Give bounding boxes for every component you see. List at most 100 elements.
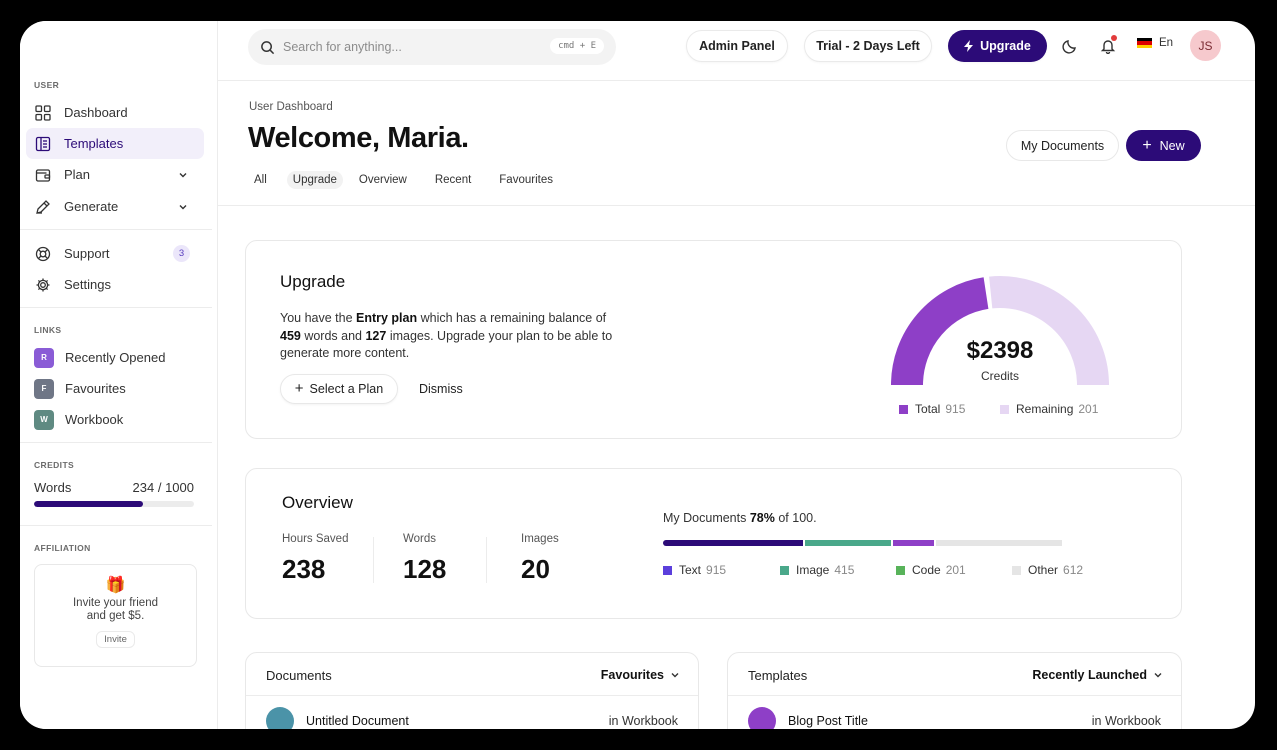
legend-other: Other 612	[1012, 563, 1083, 577]
overview-title: Overview	[282, 493, 353, 512]
credits-value: 234 / 1000	[132, 480, 194, 495]
app-window: USER Dashboard Templates Plan	[20, 21, 1255, 729]
credits-gauge	[891, 276, 1109, 386]
moon-icon[interactable]	[1060, 36, 1080, 56]
chevron-down-icon	[1153, 670, 1163, 680]
templates-card: Templates Recently Launched Blog Post Ti…	[727, 652, 1182, 729]
upgrade-button[interactable]: Upgrade	[948, 30, 1047, 62]
templates-title: Templates	[748, 668, 808, 683]
german-flag-icon	[1137, 38, 1152, 48]
template-title: Blog Post Title	[788, 714, 868, 728]
avatar[interactable]: JS	[1190, 30, 1221, 61]
new-button[interactable]: + New	[1126, 130, 1201, 161]
dismiss-button[interactable]: Dismiss	[419, 382, 463, 396]
templates-filter-dropdown[interactable]: Recently Launched	[1032, 668, 1163, 682]
grid-icon	[34, 104, 52, 122]
link-avatar: W	[34, 409, 54, 430]
sidebar-divider	[20, 307, 212, 308]
stat-words: Words 128	[403, 533, 447, 584]
sidebar-item-plan[interactable]: Plan	[26, 159, 204, 190]
tab-all[interactable]: All	[254, 174, 267, 186]
sidebar-divider	[20, 525, 212, 526]
search-placeholder: Search for anything...	[283, 40, 402, 54]
breadcrumb[interactable]: User Dashboard	[249, 101, 333, 113]
sidebar-item-label: Generate	[64, 199, 119, 214]
sidebar-item-settings[interactable]: Settings	[26, 269, 204, 300]
documents-title: Documents	[266, 668, 332, 683]
tab-overview[interactable]: Overview	[358, 174, 407, 186]
link-recently-opened[interactable]: R Recently Opened	[26, 342, 204, 373]
document-location: in Workbook	[608, 714, 678, 728]
gift-icon: 🎁	[105, 577, 126, 594]
invite-button[interactable]: Invite	[96, 631, 135, 648]
my-documents-button[interactable]: My Documents	[1006, 130, 1119, 161]
notification-dot	[1111, 35, 1117, 41]
document-title: Untitled Document	[306, 714, 409, 728]
tab-recent[interactable]: Recent	[434, 174, 472, 186]
usage-segment-code	[892, 540, 934, 546]
sidebar-item-dashboard[interactable]: Dashboard	[26, 97, 204, 128]
list-item[interactable]: Blog Post Title in Workbook	[748, 707, 1161, 729]
link-avatar: F	[34, 378, 54, 399]
stat-divider	[486, 537, 487, 583]
credits-label: Words	[34, 480, 72, 495]
link-avatar: R	[34, 347, 54, 368]
gauge-label: Credits	[980, 369, 1019, 383]
sidebar-item-templates[interactable]: Templates	[26, 128, 204, 159]
sidebar-divider	[20, 442, 212, 443]
sidebar-item-label: Plan	[64, 167, 91, 182]
credits-progress-bar	[34, 501, 194, 507]
legend-code: Code 201	[896, 563, 966, 577]
affiliation-text: Invite your friend and get $5.	[72, 597, 158, 622]
admin-panel-button[interactable]: Admin Panel	[686, 30, 788, 62]
upgrade-description: You have the Entry plan which has a rema…	[280, 311, 613, 360]
upgrade-label: Upgrade	[980, 39, 1031, 53]
legend-remaining: Remaining 201	[1000, 402, 1098, 416]
sidebar-item-label: Support	[64, 246, 110, 261]
plus-icon: +	[294, 380, 304, 397]
gauge-amount: $2398	[966, 337, 1034, 364]
bell-icon[interactable]	[1098, 35, 1118, 56]
stat-hours-saved: Hours Saved 238	[282, 533, 349, 584]
credits-row: Words 234 / 1000	[34, 480, 194, 495]
sidebar-item-generate[interactable]: Generate	[26, 191, 204, 222]
tab-upgrade[interactable]: Upgrade	[286, 171, 343, 189]
legend-total: Total 915	[899, 402, 965, 416]
images-remaining: 127	[365, 328, 387, 343]
top-bar: Search for anything... cmd + E Admin Pan…	[218, 21, 1255, 81]
tab-bar: All Upgrade Overview Recent Favourites	[248, 171, 559, 189]
tab-favourites[interactable]: Favourites	[499, 174, 553, 186]
sidebar-divider	[20, 229, 212, 230]
page-title: Welcome, Maria.	[248, 122, 469, 154]
trial-status-button[interactable]: Trial - 2 Days Left	[804, 30, 932, 62]
words-remaining: 459	[280, 328, 301, 343]
list-item[interactable]: Untitled Document in Workbook	[266, 707, 678, 729]
chevron-down-icon	[670, 670, 680, 680]
chevron-down-icon[interactable]	[178, 200, 188, 215]
search-input[interactable]: Search for anything... cmd + E	[248, 29, 616, 65]
sidebar-item-label: Settings	[64, 277, 111, 292]
sidebar-item-label: Templates	[64, 136, 124, 151]
stat-images: Images 20	[521, 533, 559, 584]
link-label: Workbook	[65, 412, 124, 427]
template-icon	[34, 135, 52, 153]
plus-icon: +	[1142, 136, 1152, 154]
documents-card: Documents Favourites Untitled Document i…	[245, 652, 699, 729]
legend-swatch	[1000, 404, 1009, 414]
documents-filter-dropdown[interactable]: Favourites	[601, 668, 680, 682]
chevron-down-icon[interactable]	[178, 168, 188, 183]
affiliation-card: 🎁 Invite your friend and get $5. Invite	[34, 564, 197, 667]
search-shortcut: cmd + E	[550, 38, 604, 54]
link-favourites[interactable]: F Favourites	[26, 373, 204, 404]
upgrade-card: Upgrade You have the Entry plan which ha…	[245, 240, 1182, 439]
link-workbook[interactable]: W Workbook	[26, 404, 204, 435]
select-plan-label: Select a Plan	[309, 382, 384, 396]
language-selector[interactable]: En	[1137, 37, 1173, 49]
sidebar-item-support[interactable]: Support 3	[26, 238, 204, 269]
usage-segment-other	[935, 540, 1063, 546]
legend-text: Text 915	[663, 563, 726, 577]
template-location: in Workbook	[1091, 714, 1161, 728]
upgrade-card-title: Upgrade	[280, 272, 346, 291]
documents-usage-text: My Documents 78% of 100.	[663, 511, 817, 525]
select-plan-button[interactable]: + Select a Plan	[280, 374, 398, 404]
